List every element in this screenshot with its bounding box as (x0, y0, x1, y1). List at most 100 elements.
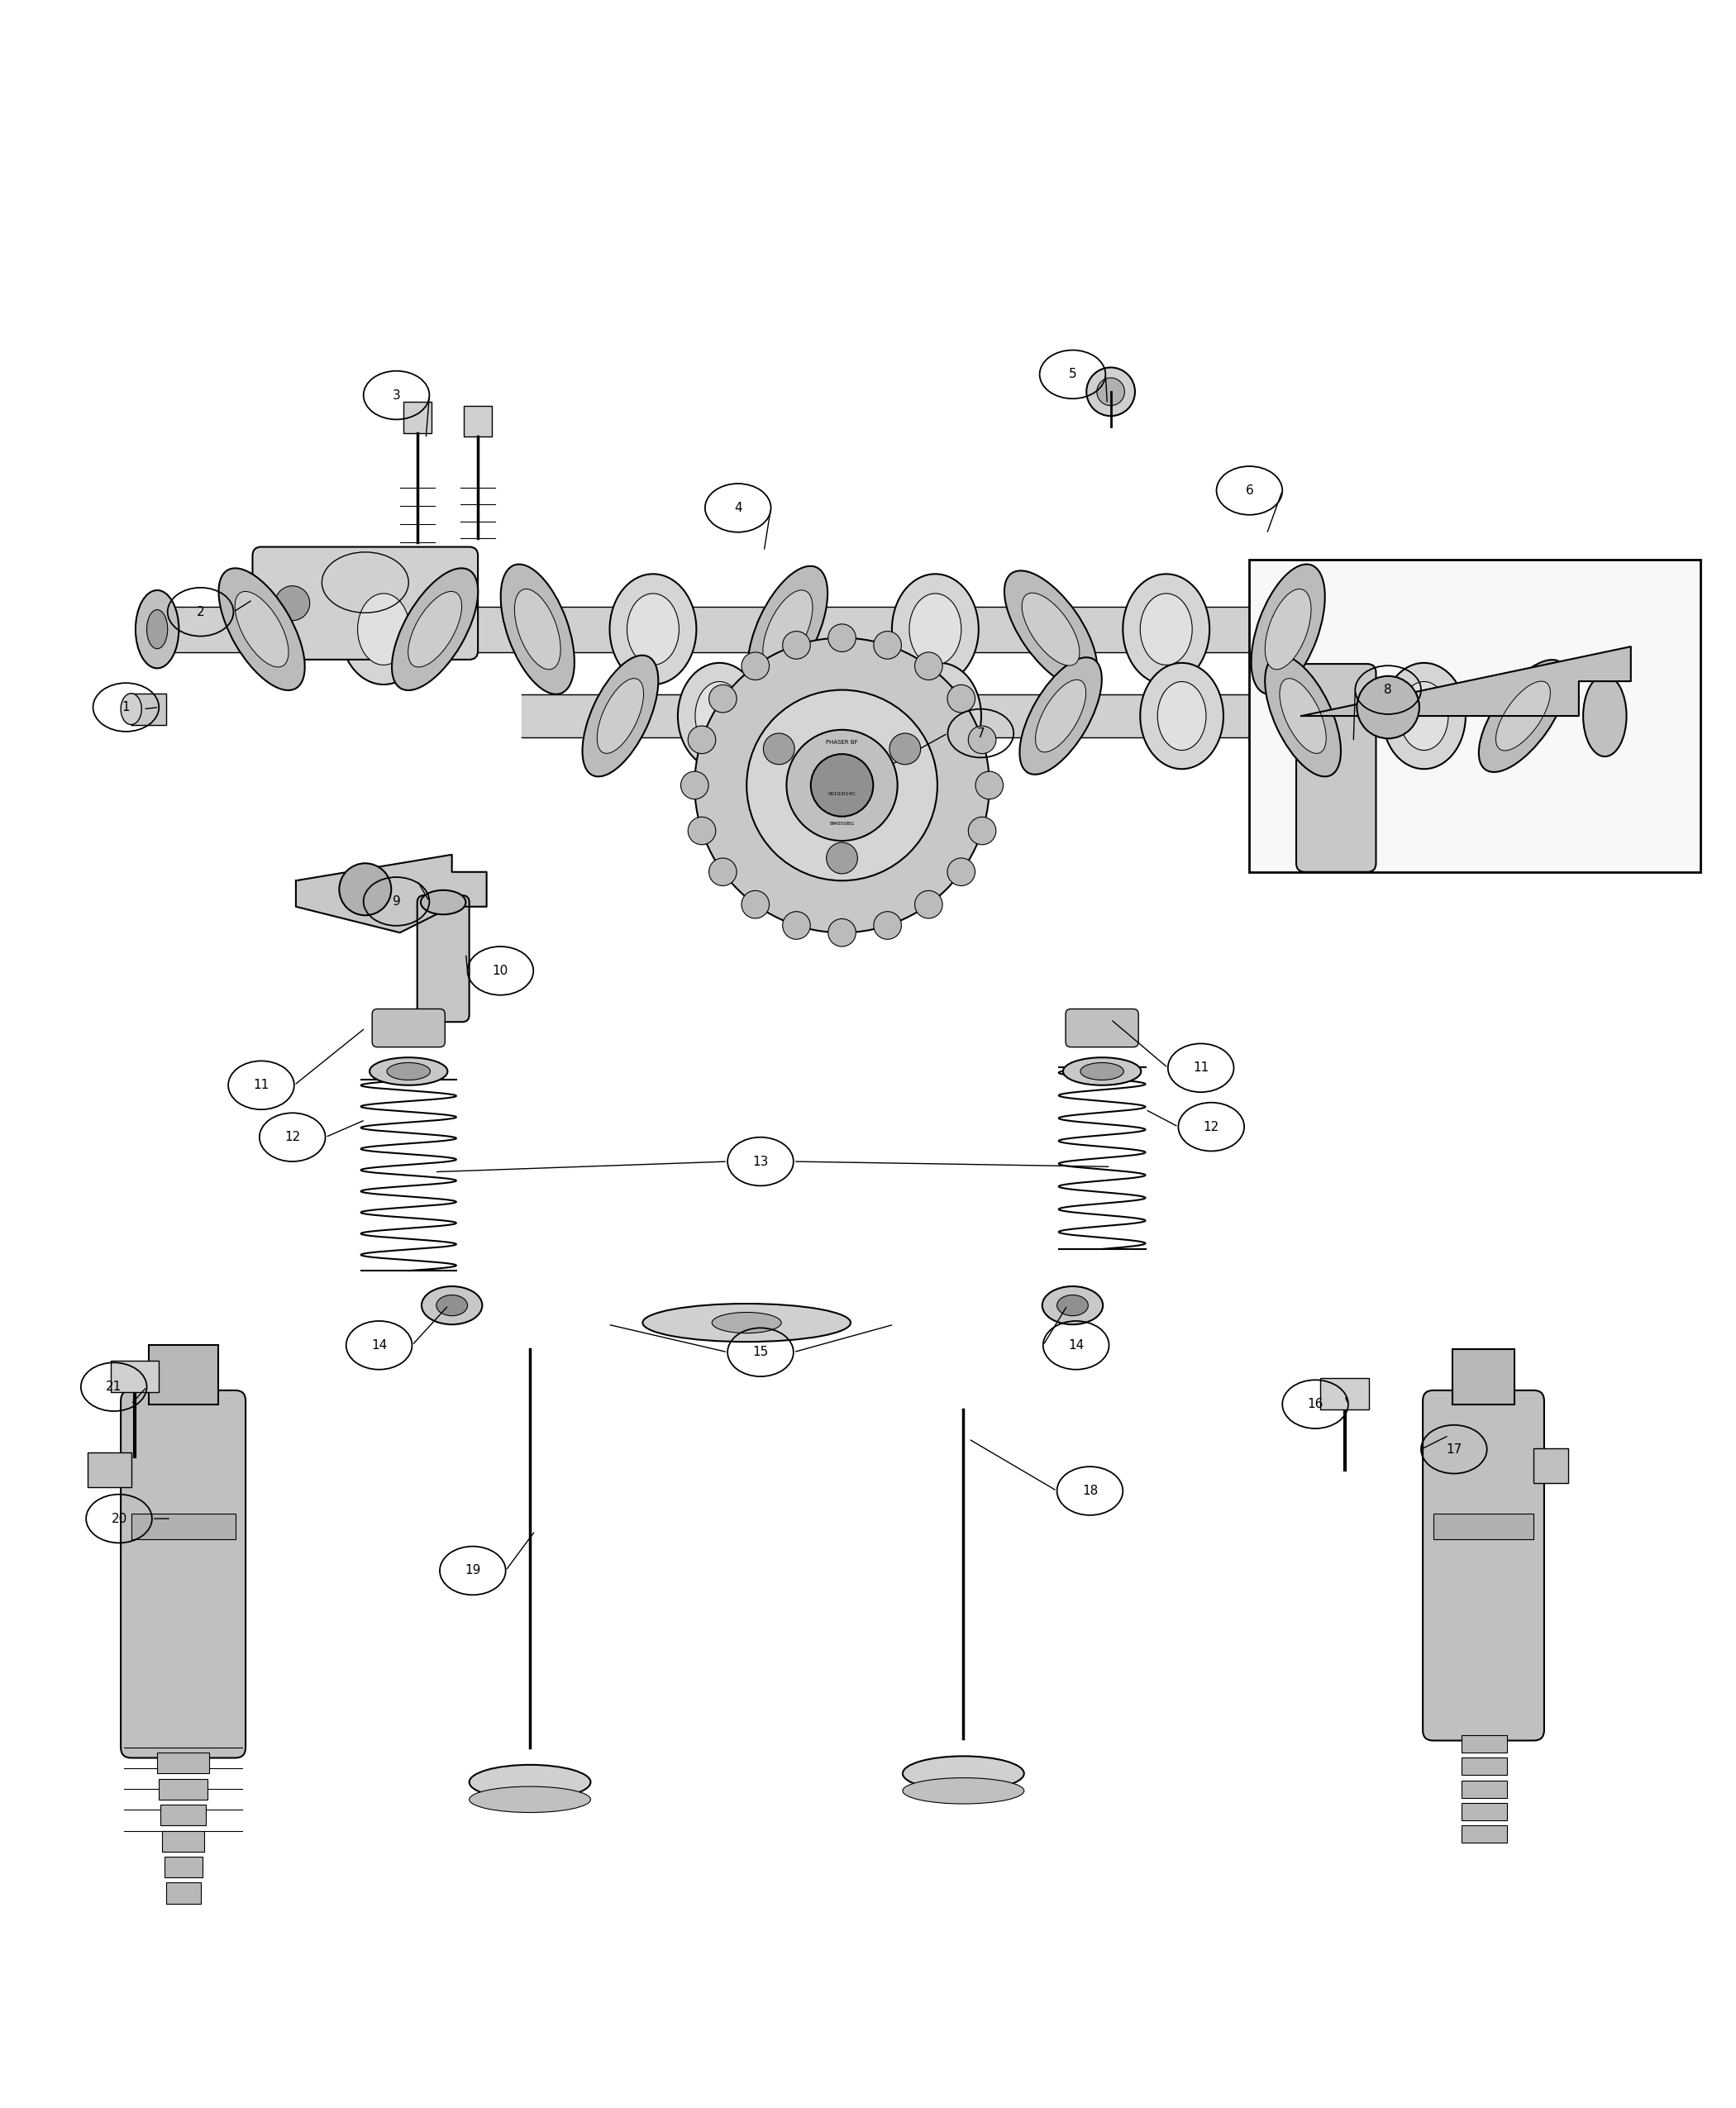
Bar (1462, 1735, 1507, 1752)
Circle shape (915, 890, 943, 919)
Circle shape (915, 651, 943, 681)
Circle shape (687, 725, 715, 753)
Text: 14: 14 (372, 1339, 387, 1351)
Circle shape (681, 772, 708, 799)
Ellipse shape (1266, 656, 1340, 776)
Ellipse shape (903, 1777, 1024, 1804)
Ellipse shape (1583, 675, 1627, 757)
Ellipse shape (1057, 1294, 1088, 1315)
Polygon shape (521, 694, 1621, 738)
Text: 13: 13 (752, 1155, 769, 1168)
Ellipse shape (1097, 377, 1125, 405)
Bar (161, 1804, 207, 1826)
Circle shape (969, 818, 996, 845)
Circle shape (976, 772, 1003, 799)
Circle shape (339, 864, 391, 915)
Polygon shape (295, 854, 486, 932)
Circle shape (1358, 677, 1420, 738)
Ellipse shape (219, 569, 306, 689)
Bar (234, 586, 260, 620)
Bar (163, 1830, 205, 1851)
FancyBboxPatch shape (149, 1345, 217, 1404)
Ellipse shape (392, 569, 477, 689)
Circle shape (948, 685, 976, 713)
Text: 18: 18 (1082, 1484, 1097, 1497)
Ellipse shape (422, 1286, 483, 1324)
Ellipse shape (1035, 679, 1087, 753)
Circle shape (828, 919, 856, 946)
Ellipse shape (436, 1294, 467, 1315)
Polygon shape (132, 694, 167, 725)
Ellipse shape (370, 1058, 448, 1086)
Text: 10: 10 (493, 965, 509, 976)
Ellipse shape (358, 594, 410, 664)
Text: 11: 11 (253, 1079, 269, 1092)
Ellipse shape (802, 681, 858, 750)
Circle shape (811, 755, 873, 816)
Text: 17: 17 (1446, 1444, 1462, 1455)
Ellipse shape (1087, 367, 1135, 415)
Ellipse shape (1266, 588, 1311, 670)
Polygon shape (1302, 647, 1630, 717)
Ellipse shape (785, 660, 873, 772)
Ellipse shape (910, 594, 962, 664)
Ellipse shape (762, 590, 812, 668)
Ellipse shape (122, 694, 142, 725)
Ellipse shape (1080, 1062, 1123, 1079)
Circle shape (889, 734, 920, 765)
Ellipse shape (712, 1313, 781, 1332)
FancyBboxPatch shape (252, 546, 477, 660)
Bar (1533, 1448, 1568, 1484)
Circle shape (687, 818, 715, 845)
Ellipse shape (642, 1303, 851, 1343)
Ellipse shape (627, 594, 679, 664)
Bar (1462, 1781, 1507, 1798)
Ellipse shape (135, 590, 179, 668)
Ellipse shape (597, 679, 644, 753)
Circle shape (783, 630, 811, 660)
Ellipse shape (898, 662, 981, 769)
Ellipse shape (1042, 1286, 1102, 1324)
Circle shape (764, 734, 795, 765)
Ellipse shape (387, 1062, 431, 1079)
Bar (165, 1857, 203, 1878)
Bar (464, 405, 491, 436)
Ellipse shape (694, 681, 743, 750)
Bar (160, 1779, 208, 1800)
Ellipse shape (234, 592, 288, 666)
Circle shape (826, 843, 858, 873)
Bar (158, 1752, 210, 1773)
Ellipse shape (1141, 594, 1193, 664)
Text: 12: 12 (1203, 1121, 1219, 1132)
FancyBboxPatch shape (1066, 1010, 1139, 1048)
Text: 9: 9 (392, 896, 401, 909)
Text: 21: 21 (106, 1381, 122, 1393)
Bar (1462, 1826, 1507, 1842)
Circle shape (969, 725, 996, 753)
Ellipse shape (1279, 679, 1326, 753)
Circle shape (694, 639, 990, 932)
Bar (132, 1514, 234, 1539)
Text: 8: 8 (1384, 683, 1392, 696)
Ellipse shape (1023, 592, 1080, 666)
Ellipse shape (677, 662, 760, 769)
Ellipse shape (1019, 658, 1102, 774)
Ellipse shape (903, 1756, 1024, 1792)
Ellipse shape (1005, 571, 1097, 687)
Circle shape (274, 586, 309, 620)
Ellipse shape (1252, 565, 1325, 694)
Text: 3: 3 (392, 390, 401, 401)
Ellipse shape (1496, 681, 1550, 750)
Text: 0010/014C: 0010/014C (828, 793, 856, 797)
Circle shape (873, 630, 901, 660)
FancyBboxPatch shape (417, 896, 469, 1022)
Ellipse shape (1479, 660, 1568, 772)
Bar (1250, 561, 1700, 873)
Ellipse shape (748, 567, 828, 691)
Ellipse shape (469, 1764, 590, 1800)
Bar (1462, 1802, 1507, 1821)
Ellipse shape (408, 592, 462, 666)
Text: PHASER BF: PHASER BF (826, 740, 858, 744)
Ellipse shape (1399, 681, 1448, 750)
Text: 5: 5 (1069, 369, 1076, 382)
